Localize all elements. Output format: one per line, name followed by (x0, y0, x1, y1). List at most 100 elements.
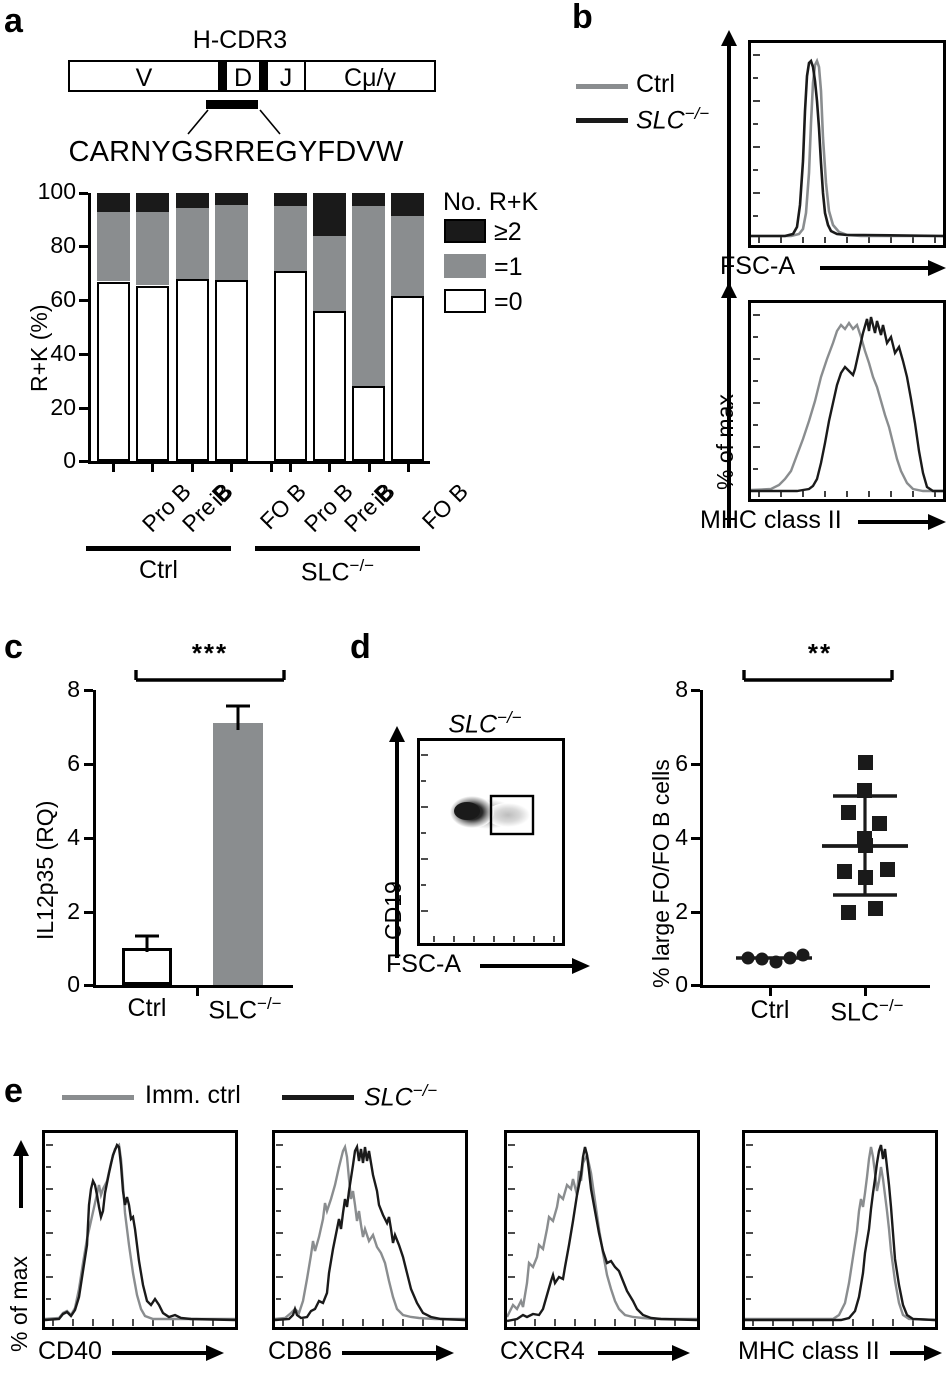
bar-seg-eq1 (313, 235, 346, 311)
bar-seg-eq1 (215, 205, 248, 281)
panel-b-fsc-traces (751, 54, 944, 243)
panel-d-x-axis (700, 985, 930, 988)
panel-b-bottom-y-arrow-icon (721, 282, 737, 528)
bar-seg-ge2 (97, 193, 130, 212)
panel-e-y-arrow-icon (13, 1140, 29, 1208)
panel-c-errorbar-slc (226, 704, 250, 730)
panel-d-ytick-2: 2 (675, 898, 688, 924)
gene-segment-diagram: V D J Cμ/γ (68, 60, 436, 92)
panel-b-legend-line-ctrl (576, 84, 628, 89)
panel-e-legend-label-slc: SLC−/− (364, 1081, 438, 1112)
panel-d-y-axis (700, 690, 703, 988)
bar-seg-eq1 (274, 206, 307, 271)
panel-b-mhc-ylabel: % of max (712, 394, 738, 490)
bar-slc-pre-b (313, 193, 346, 461)
gene-segment-divider (304, 62, 306, 90)
gene-segment-D-label: D (233, 64, 253, 92)
panel-d-significance-bracket (742, 670, 894, 682)
panel-e-legend-label-imm-ctrl: Imm. ctrl (145, 1081, 241, 1109)
panel-c-ytick-0: 0 (67, 971, 80, 997)
group-label-slc: SLC−/− (300, 556, 375, 587)
legend-label-ge2: ≥2 (494, 218, 522, 246)
panel-d-ytick-0: 0 (675, 971, 688, 997)
bar-ctrl-pro-b (97, 193, 130, 461)
panel-c-ytick-6: 6 (67, 750, 80, 776)
panel-c-bar-slc (213, 723, 263, 985)
panel-c-significance-bracket (134, 670, 286, 682)
panel-c-x-axis (93, 985, 293, 988)
bar-ctrl-ib (176, 193, 209, 461)
bar-seg-eq0 (136, 285, 169, 461)
bar-slc-ib (352, 193, 385, 461)
panel-e-mhc-histogram (742, 1130, 938, 1330)
panel-d-xtick-slc: SLC−/− (830, 996, 904, 1027)
panel-e-mhc-traces (745, 1144, 936, 1326)
panel-c-significance-label: *** (191, 638, 229, 668)
panel-letter-b: b (572, 0, 593, 36)
bar-seg-eq1 (136, 211, 169, 286)
cdr3-leader-lines (187, 109, 281, 135)
panel-e-ylabel: % of max (6, 1256, 32, 1352)
panel-e-legend-line-slc (282, 1095, 354, 1100)
bar-seg-eq0 (352, 386, 385, 461)
panel-c-ytick-2: 2 (67, 898, 80, 924)
panel-e-cxcr4-x-arrow-icon (598, 1345, 690, 1361)
bar-slc-pro-b (274, 193, 307, 461)
panel-d-y-arrow-icon (389, 726, 405, 958)
panel-letter-c: c (4, 628, 23, 666)
panel-a-xtick-slc-fo-b: FO B (416, 478, 474, 535)
group-underline-ctrl (86, 546, 231, 551)
panel-c-errorbar-ctrl (135, 934, 159, 952)
bar-seg-eq0 (215, 280, 248, 461)
panel-a-ytick-40: 40 (50, 340, 76, 366)
panel-e-cd86-histogram (272, 1130, 468, 1330)
gene-segment-C-label: Cμ/γ (344, 64, 396, 92)
panel-a-ytick-80: 80 (50, 232, 76, 258)
panel-e-mhc-xlabel: MHC class II (738, 1337, 880, 1365)
bar-seg-eq0 (274, 270, 307, 461)
bar-seg-ge2 (176, 193, 209, 208)
bar-seg-eq1 (176, 207, 209, 279)
panel-letter-e: e (4, 1072, 23, 1110)
panel-d-flow-density (421, 754, 555, 942)
panel-d-flow-title: SLC−/− (448, 708, 522, 739)
panel-e-cxcr4-histogram (504, 1130, 700, 1330)
panel-e-cd40-x-arrow-icon (112, 1345, 224, 1361)
bar-seg-ge2 (352, 193, 385, 207)
panel-b-fsc-xlabel: FSC-A (720, 252, 795, 280)
panel-b-mhc-xlabel: MHC class II (700, 506, 842, 534)
bar-seg-eq0 (391, 296, 424, 461)
bar-ctrl-fo-b (215, 193, 248, 461)
panel-c-ytick-8: 8 (67, 676, 80, 702)
panel-d-ytick-4: 4 (675, 824, 688, 850)
panel-a-ytick-60: 60 (50, 286, 76, 312)
panel-d-significance-label: ** (807, 638, 833, 668)
panel-a-x-axis (88, 461, 430, 464)
panel-d-flow-ylabel: CD19 (380, 881, 406, 940)
cdr3-marker-bar (206, 100, 258, 109)
gene-segment-V-label: V (135, 64, 153, 92)
gene-segment-filled-1 (218, 62, 227, 90)
panel-e-cd86-x-arrow-icon (342, 1345, 454, 1361)
bar-seg-ge2 (313, 193, 346, 236)
panel-d-flow-x-arrow-icon (480, 958, 590, 974)
bar-ctrl-pre-b (136, 193, 169, 461)
panel-d-x-tick-ctrl (769, 986, 772, 996)
panel-d-flow-xlabel: FSC-A (386, 950, 461, 978)
panel-c-xtick-slc: SLC−/− (208, 994, 282, 1025)
cdr3-sequence: CARNYGSRREGYFDVW (68, 136, 404, 168)
panel-a-y-axis (88, 193, 91, 463)
group-underline-slc (255, 546, 420, 551)
panel-b-legend-label-ctrl: Ctrl (636, 70, 675, 98)
panel-d-scatter-points (736, 755, 908, 969)
panel-a-ytick-20: 20 (50, 394, 76, 420)
hcdr3-diagram-title: H-CDR3 (192, 26, 288, 54)
panel-e-cd40-traces (44, 1142, 236, 1326)
bar-seg-ge2 (136, 193, 169, 212)
legend-swatch-eq1 (444, 254, 486, 278)
legend-label-eq0: =0 (494, 288, 523, 316)
bar-seg-ge2 (215, 193, 248, 206)
panel-b-fsc-x-arrow-icon (820, 260, 946, 276)
panel-e-cd40-xlabel: CD40 (38, 1337, 102, 1365)
legend-swatch-eq0 (444, 289, 486, 313)
